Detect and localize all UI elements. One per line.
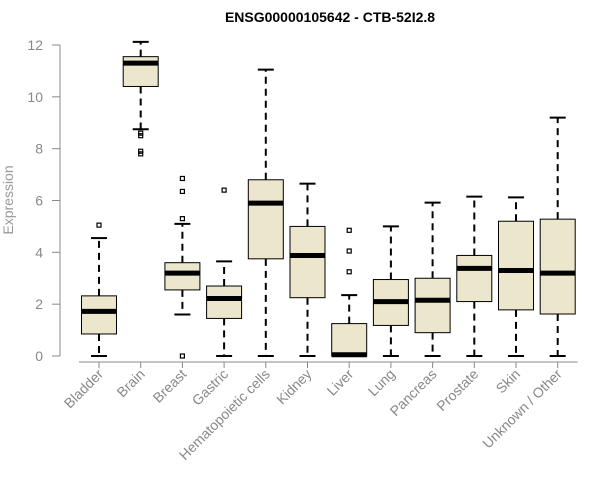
iqr-box <box>456 254 493 303</box>
iqr-box <box>247 179 284 260</box>
outlier-point <box>346 269 352 275</box>
outlier-point <box>179 353 185 359</box>
box-brain <box>122 40 159 157</box>
box-prostate <box>456 195 493 357</box>
box-kidney <box>289 182 326 357</box>
outlier-point <box>346 227 352 233</box>
axes <box>59 45 578 363</box>
box-gastric <box>206 187 243 357</box>
iqr-box <box>539 218 576 315</box>
y-axis-label: Expression <box>0 165 16 234</box>
x-tick-label: Bladder <box>61 366 107 412</box>
x-tick-label: Breast <box>150 366 190 406</box>
x-tick-label: Lung <box>365 366 398 399</box>
iqr-box <box>81 295 117 335</box>
outlier-point <box>346 248 352 254</box>
y-tick-label: 8 <box>35 141 43 157</box>
outlier-point <box>96 222 102 228</box>
x-tick-label: Brain <box>113 366 147 400</box>
box-bladder <box>81 222 117 357</box>
box-pancreas <box>414 201 451 357</box>
box-skin <box>498 196 534 357</box>
y-tick-label: 12 <box>27 37 43 53</box>
y-tick-label: 2 <box>35 296 43 312</box>
iqr-box <box>206 285 243 319</box>
y-ticks: 0 2 4 6 8 10 12 <box>27 37 60 364</box>
y-tick-label: 0 <box>35 348 43 364</box>
outlier-point <box>138 133 144 139</box>
chart-title: ENSG00000105642 - CTB-52I2.8 <box>225 9 435 25</box>
box-breast <box>164 175 201 359</box>
x-tick-label: Kidney <box>273 366 315 408</box>
x-tick-label: Unknown / Other <box>479 366 565 452</box>
outlier-point <box>179 175 185 182</box>
y-tick-label: 4 <box>35 244 43 260</box>
outlier-point <box>138 151 144 157</box>
box-liver <box>331 227 368 358</box>
iqr-box <box>331 323 368 357</box>
box-lung <box>372 225 409 357</box>
box-unknown-other <box>539 116 576 357</box>
outlier-point <box>179 188 185 195</box>
outlier-point <box>221 187 227 193</box>
box-hematopoietic-cells <box>247 68 284 357</box>
x-tick-label: Skin <box>493 366 524 397</box>
iqr-box <box>289 225 326 299</box>
iqr-box <box>164 262 201 291</box>
x-tick-label: Prostate <box>433 366 481 414</box>
iqr-box <box>498 220 534 311</box>
y-tick-label: 10 <box>27 89 43 105</box>
y-tick-label: 6 <box>35 193 43 209</box>
boxes <box>81 40 576 359</box>
x-tick-label: Liver <box>324 366 357 399</box>
outlier-point <box>179 216 185 222</box>
iqr-box <box>414 277 451 334</box>
